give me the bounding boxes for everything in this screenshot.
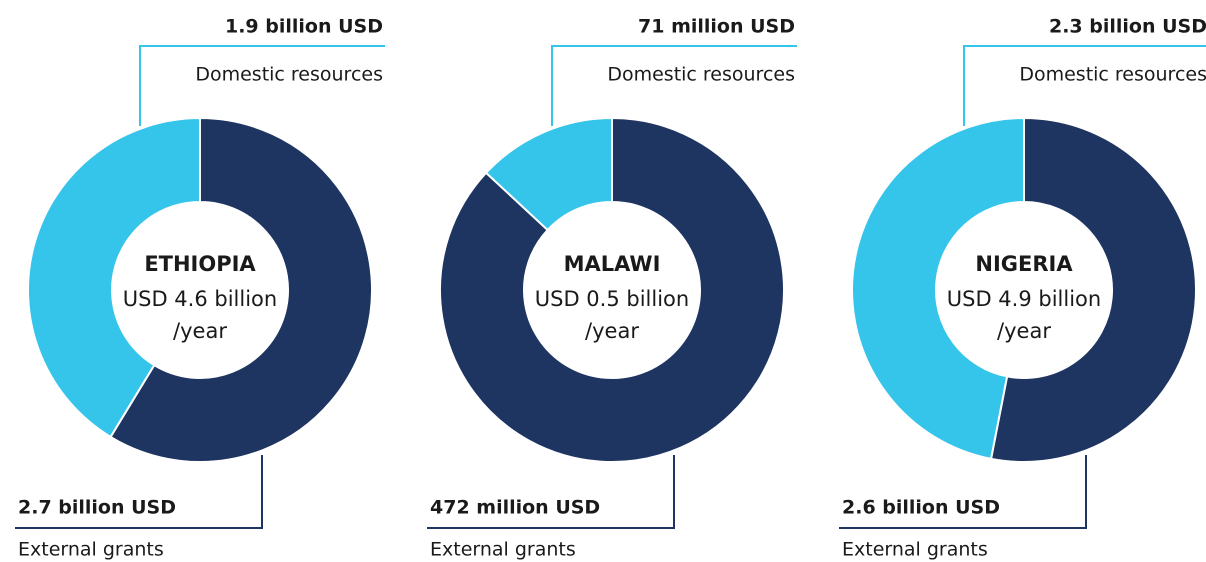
donut-segment <box>109 116 373 463</box>
center-line: USD 4.9 billion <box>947 287 1101 311</box>
value-label: 472 million USD <box>430 497 600 519</box>
donut-segment <box>439 116 785 463</box>
center-title: NIGERIA <box>975 252 1073 276</box>
value-label: 71 million USD <box>638 16 795 38</box>
center-line: /year <box>997 319 1051 343</box>
center-line: /year <box>585 319 639 343</box>
value-label: 1.9 billion USD <box>225 16 383 38</box>
donut-segment <box>27 116 201 439</box>
donut-segment <box>851 116 1025 461</box>
leader-line <box>15 455 263 529</box>
leader-line <box>427 455 675 529</box>
center-line: /year <box>173 319 227 343</box>
value-label: 2.3 billion USD <box>1049 16 1206 38</box>
leader-line <box>839 455 1087 529</box>
category-label: External grants <box>430 539 576 561</box>
category-label: Domestic resources <box>607 64 795 86</box>
center-title: MALAWI <box>564 252 661 276</box>
leader-line <box>963 45 1206 126</box>
leader-line <box>551 45 797 126</box>
donut-segment <box>989 116 1198 463</box>
category-label: Domestic resources <box>195 64 383 86</box>
value-label: 2.6 billion USD <box>842 497 1000 519</box>
center-line: USD 4.6 billion <box>123 287 277 311</box>
center-title: ETHIOPIA <box>144 252 256 276</box>
center-line: USD 0.5 billion <box>535 287 689 311</box>
category-label: External grants <box>842 539 988 561</box>
value-label: 2.7 billion USD <box>18 497 176 519</box>
leader-line <box>139 45 385 126</box>
category-label: External grants <box>18 539 164 561</box>
category-label: Domestic resources <box>1019 64 1206 86</box>
